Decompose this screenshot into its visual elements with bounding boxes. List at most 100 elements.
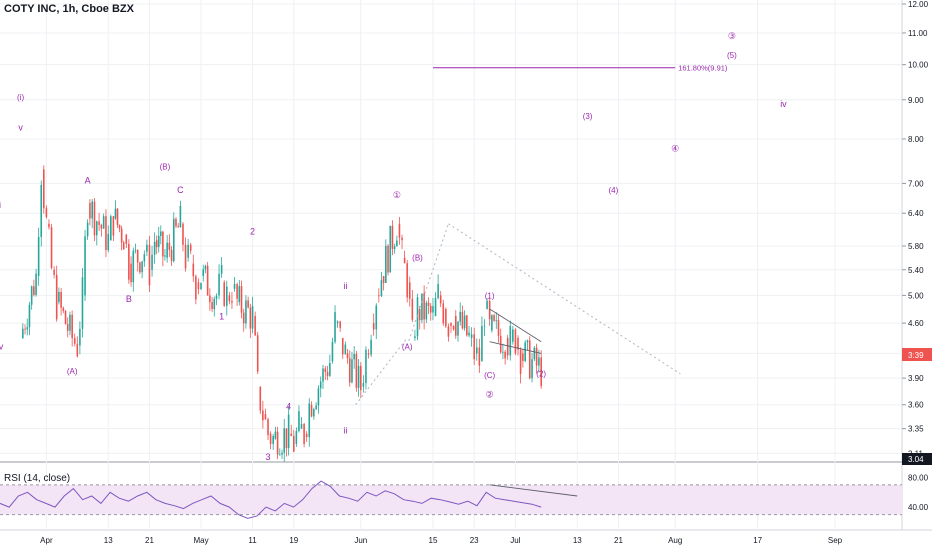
wave-label: C <box>177 185 184 195</box>
candle-body <box>168 242 171 250</box>
candle-body <box>450 323 452 326</box>
candle-body <box>308 403 311 438</box>
candle-body <box>33 286 35 295</box>
wave-label: ii <box>343 281 347 291</box>
wave-label: iv <box>780 99 787 109</box>
time-tick-label: 17 <box>753 536 762 545</box>
candle-body <box>264 414 267 420</box>
time-tick-label: Apr <box>40 536 53 545</box>
candle-body <box>429 305 432 313</box>
candle-body <box>155 240 158 248</box>
candle-body <box>120 228 123 243</box>
candle-body <box>486 300 488 309</box>
time-tick-label: 15 <box>429 536 438 545</box>
wave-label: (B) <box>412 254 423 263</box>
candle-body <box>118 225 121 229</box>
candle-body <box>303 423 305 445</box>
candle-body <box>254 315 256 336</box>
candle-body <box>378 295 380 297</box>
candle-body <box>442 303 445 324</box>
candle-body <box>387 245 389 273</box>
candle-body <box>493 315 495 321</box>
candle-body <box>317 388 320 406</box>
candle-body <box>457 321 459 336</box>
fib-target-label: 161.80%(9.91) <box>678 64 728 73</box>
candle-body <box>233 283 236 289</box>
candle-body <box>326 371 329 376</box>
wave-label: ② <box>486 389 494 399</box>
rsi-divergence-line <box>489 484 578 497</box>
candle-body <box>45 208 48 217</box>
candle-body <box>403 257 406 264</box>
candle-body <box>179 205 182 228</box>
price-tick-label: 11.00 <box>908 29 928 38</box>
candle-body <box>502 351 504 353</box>
candle-body <box>418 308 421 321</box>
candle-body <box>336 321 339 324</box>
candle-body <box>290 433 293 436</box>
candle-body <box>481 326 483 362</box>
candle-body <box>204 265 207 270</box>
wave-label: (B) <box>160 162 171 171</box>
candle-body <box>298 411 300 432</box>
candle-body <box>247 300 249 308</box>
time-tick-label: May <box>193 536 208 545</box>
candle-body <box>305 433 308 438</box>
candle-body <box>100 224 103 229</box>
wedge-upper-line <box>489 308 542 343</box>
wave-label: 1 <box>219 312 224 322</box>
candle-body <box>375 305 378 330</box>
candle-body <box>274 431 277 439</box>
candle-body <box>461 311 464 329</box>
candle-body <box>256 335 259 372</box>
candle-body <box>437 284 439 299</box>
candle-body <box>53 269 55 275</box>
candle-body <box>60 292 62 308</box>
candle-body <box>187 244 189 258</box>
candle-body <box>355 353 358 388</box>
candle-body <box>242 312 245 324</box>
candle-body <box>535 347 538 366</box>
candle-body <box>504 351 506 359</box>
candle-body <box>401 237 403 241</box>
candle-body <box>351 359 353 383</box>
candle-body <box>225 286 228 306</box>
time-tick-label: 19 <box>289 536 298 545</box>
rsi-line <box>0 480 542 519</box>
candle-body <box>262 410 264 421</box>
wave-label: iv <box>0 341 4 351</box>
candle-body <box>107 233 110 251</box>
candle-body <box>454 315 457 336</box>
candle-body <box>341 337 344 355</box>
candle-body <box>540 357 542 387</box>
candle-body <box>215 295 218 299</box>
candle-body <box>236 283 238 299</box>
wave-label: v <box>18 123 23 133</box>
candle-body <box>182 223 184 245</box>
candle-body <box>483 325 486 327</box>
candle-body <box>66 324 69 331</box>
candle-body <box>76 343 79 357</box>
candle-body <box>143 254 146 262</box>
candle-body <box>231 301 233 303</box>
price-tick-label: 3.60 <box>908 401 924 410</box>
candle-body <box>172 218 175 262</box>
candle-body <box>269 433 272 444</box>
wave-label: 3 <box>266 452 271 462</box>
candle-body <box>425 302 428 320</box>
candle-body <box>497 320 500 336</box>
candle-body <box>367 353 370 355</box>
wedge-lower-line <box>489 341 542 354</box>
candle-body <box>132 250 135 283</box>
candle-body <box>315 405 317 410</box>
candle-body <box>522 353 524 361</box>
candle-body <box>197 282 200 290</box>
candle-body <box>112 216 115 236</box>
candle-body <box>251 305 254 329</box>
candle-body <box>130 263 132 283</box>
candle-body <box>519 349 522 374</box>
candle-body <box>89 202 91 219</box>
candle-body <box>84 236 86 296</box>
candle-body <box>283 428 286 453</box>
